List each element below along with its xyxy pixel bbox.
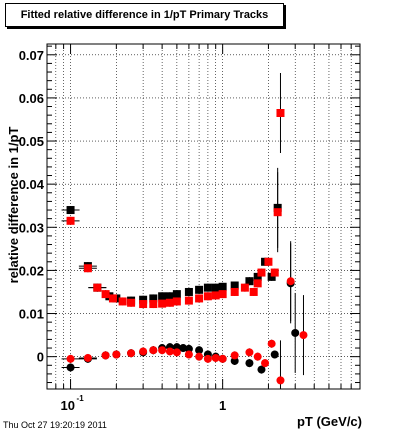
data-point-circle <box>149 346 158 355</box>
data-point-circle <box>218 354 227 363</box>
timestamp: Thu Oct 27 19:20:19 2011 <box>3 420 107 430</box>
data-point-square <box>218 290 227 299</box>
data-point-square <box>230 281 239 290</box>
data-point-square <box>211 291 220 300</box>
data-point-circle <box>112 350 121 359</box>
x-tick-label: 1 <box>219 398 226 413</box>
chart-title: Fitted relative difference in 1/pT Prima… <box>5 3 284 27</box>
data-point-square <box>253 279 262 288</box>
y-tick-label: 0.03 <box>19 220 44 235</box>
y-tick-label: 0.01 <box>19 307 44 322</box>
data-point-square <box>184 296 193 305</box>
data-point-square <box>218 282 227 291</box>
data-point-square <box>270 268 279 277</box>
data-point-circle <box>66 354 75 363</box>
data-point-circle <box>127 349 136 358</box>
data-point-circle <box>139 347 148 356</box>
data-point-square <box>149 300 158 309</box>
data-point-square <box>165 292 174 301</box>
data-point-circle <box>267 339 276 348</box>
x-tick-label: 10 <box>61 398 75 413</box>
data-point-square <box>240 283 249 292</box>
data-point-circle <box>158 346 167 355</box>
data-point-square <box>267 272 276 281</box>
data-point-square <box>276 109 285 117</box>
grid-lines <box>46 44 361 389</box>
axis-ticks <box>46 44 361 389</box>
tick-labels: 0 0.01 0.02 0.03 0.04 0.05 0.06 0.07 10 -1 1 <box>19 48 227 413</box>
data-point-square <box>172 290 181 299</box>
data-point-circle <box>83 353 92 362</box>
data-point-square <box>93 283 102 292</box>
data-point-square <box>165 298 174 307</box>
data-point-circle <box>230 356 239 365</box>
data-point-square <box>101 290 110 299</box>
y-tick-label: 0.07 <box>19 48 44 63</box>
data-point-circle <box>230 351 239 360</box>
data-point-square <box>158 299 167 308</box>
data-point-square <box>127 298 136 307</box>
data-point-circle <box>253 352 262 361</box>
data-point-square <box>253 272 262 281</box>
x-axis-title: pT (GeV/c) <box>297 414 362 429</box>
data-point-square <box>139 300 148 309</box>
data-point-circle <box>276 376 285 385</box>
data-point-square <box>108 294 117 303</box>
data-point-circle <box>165 347 174 356</box>
data-point-circle <box>172 348 181 357</box>
data-point-circle <box>66 363 75 372</box>
data-point-square <box>149 294 158 303</box>
data-point-circle <box>203 354 212 363</box>
data-point-circle <box>261 359 270 368</box>
data-point-circle <box>257 365 266 374</box>
data-point-circle <box>101 351 110 360</box>
data-point-circle <box>195 352 204 361</box>
y-tick-label: 0.06 <box>19 91 44 106</box>
data-point-circle <box>299 331 308 340</box>
data-point-square <box>211 283 220 292</box>
data-point-circle <box>245 348 254 357</box>
data-point-square <box>139 295 148 304</box>
data-markers <box>61 73 308 389</box>
data-point-square <box>230 287 239 296</box>
data-point-square <box>249 287 258 296</box>
y-tick-label: 0.05 <box>19 134 44 149</box>
data-point-circle <box>184 350 193 359</box>
data-point-square <box>195 294 204 303</box>
data-point-square <box>66 216 75 225</box>
data-point-circle <box>184 344 193 353</box>
data-point-circle <box>195 346 204 355</box>
data-point-square <box>273 208 282 217</box>
y-tick-label: 0 <box>37 350 44 365</box>
data-point-square <box>83 264 92 273</box>
data-point-circle <box>211 353 220 362</box>
data-point-square <box>184 287 193 296</box>
y-tick-label: 0.02 <box>19 263 44 278</box>
data-point-square <box>118 297 127 306</box>
data-point-square <box>172 297 181 306</box>
data-point-circle <box>270 350 279 359</box>
y-tick-label: 0.04 <box>19 177 45 192</box>
data-point-square <box>257 268 266 277</box>
plot-frame <box>46 43 361 390</box>
x-tick-label-exponent: -1 <box>77 394 85 403</box>
data-point-square <box>203 292 212 301</box>
data-point-square <box>203 283 212 292</box>
data-point-square <box>66 206 75 215</box>
data-point-circle <box>245 359 254 368</box>
data-point-circle <box>286 277 295 286</box>
data-point-square <box>195 285 204 294</box>
data-point-square <box>158 292 167 301</box>
data-point-square <box>245 277 254 286</box>
y-axis-title: relative difference in 1/pT <box>6 127 21 284</box>
data-point-square <box>264 257 273 266</box>
data-point-circle <box>291 328 300 337</box>
